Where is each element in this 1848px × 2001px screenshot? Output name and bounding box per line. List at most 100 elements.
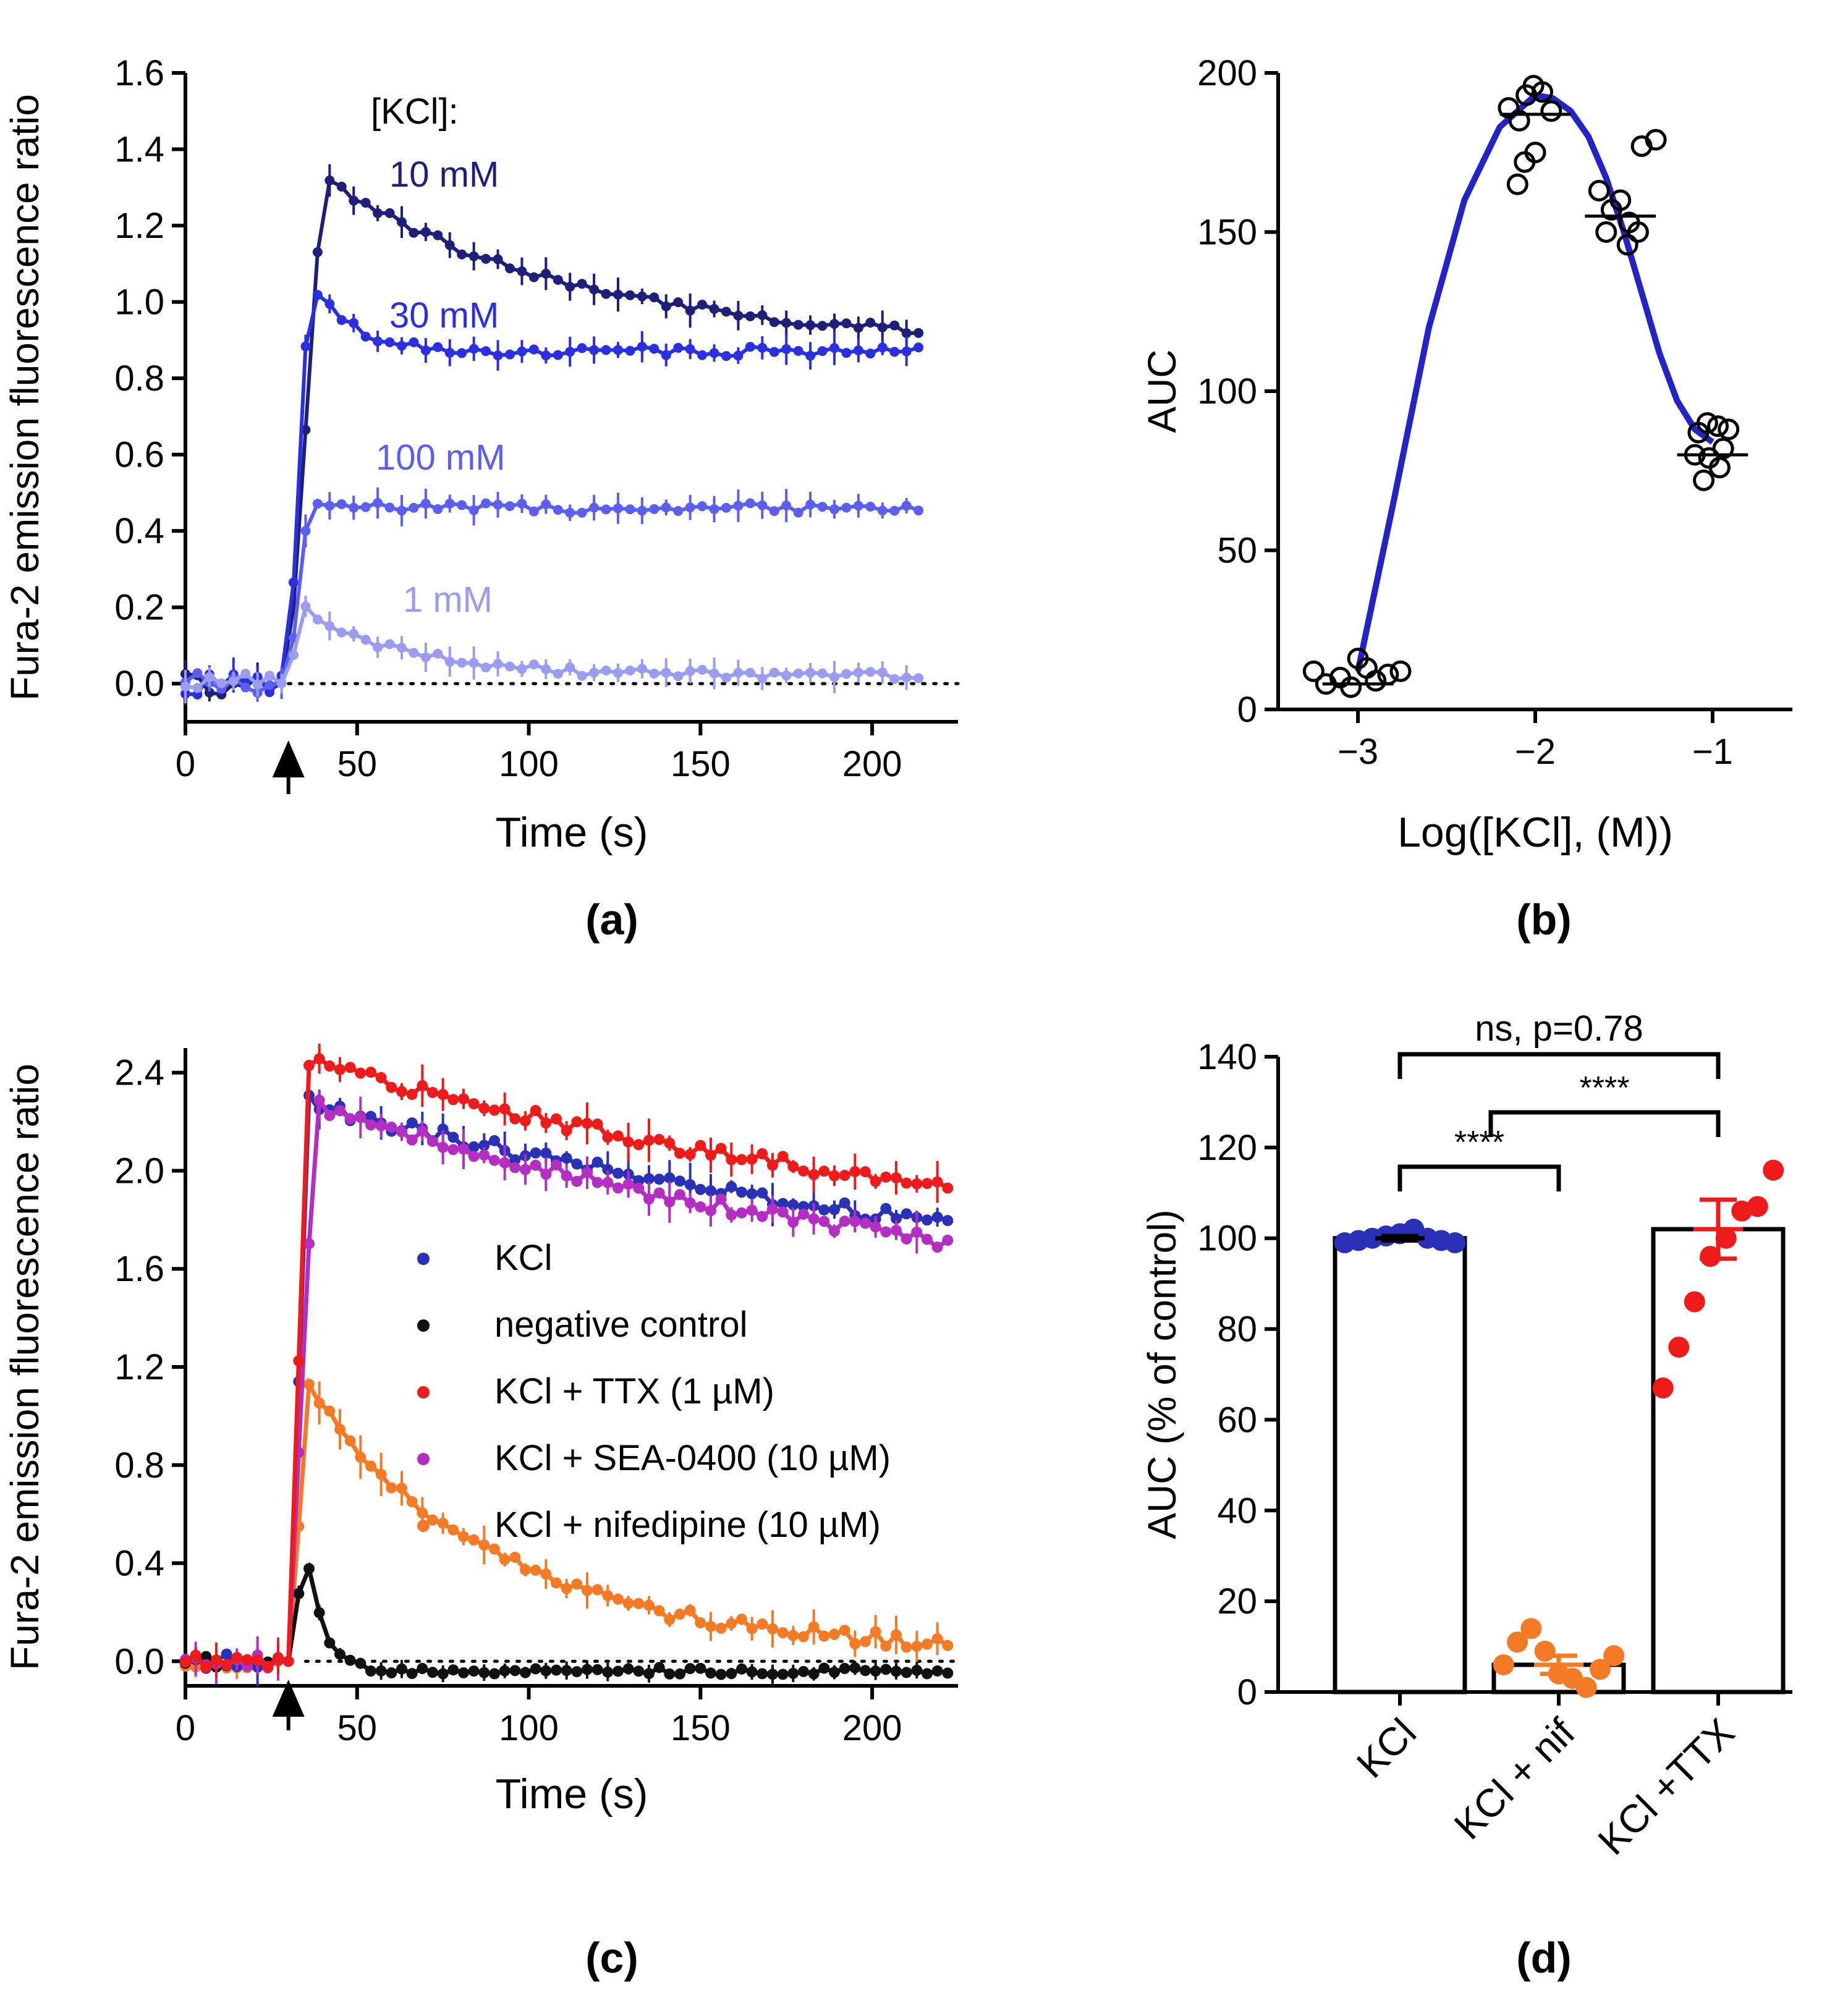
y-tick-label: 150	[1197, 213, 1257, 253]
data-point	[396, 1663, 407, 1675]
data-point	[577, 671, 587, 681]
data-point	[757, 500, 768, 510]
data-point	[931, 1665, 943, 1677]
data-point	[481, 346, 491, 357]
data-point	[324, 1637, 336, 1649]
data-point	[911, 1664, 923, 1676]
data-point	[622, 1136, 634, 1148]
data-point	[551, 1113, 562, 1125]
kcl-annotation-title: [KCl]:	[371, 91, 459, 132]
data-point	[313, 1053, 325, 1065]
bar-group: KCl	[1333, 1219, 1467, 1787]
data-point	[633, 1139, 645, 1151]
data-point	[520, 1564, 531, 1576]
y-tick-label: 100	[1197, 371, 1257, 412]
data-point	[839, 1625, 850, 1636]
group--1.52	[1585, 129, 1667, 256]
panel-b: 0 50 100 150 200 −3 −2 −1 Log([KCl], (M)) AUC (b)	[1140, 53, 1792, 944]
data-point	[591, 1119, 603, 1130]
data-point	[891, 1224, 902, 1236]
data-point	[622, 1663, 634, 1675]
data-point	[787, 1630, 799, 1641]
y-tick-label: 60	[1217, 1400, 1257, 1440]
data-point	[877, 667, 888, 678]
data-point	[612, 1130, 624, 1142]
legend-label: KCl + SEA-0400 (10 µM)	[494, 1438, 891, 1478]
data-point	[591, 1584, 603, 1596]
group--2	[1498, 75, 1571, 195]
data-point	[396, 1483, 407, 1494]
legend: KCl negative control KCl + TTX (1 µM) KCl +…	[417, 1238, 891, 1545]
data-point	[457, 500, 467, 510]
x-tick-label: 150	[671, 1708, 731, 1748]
data-point	[375, 1468, 387, 1480]
data-point	[891, 1665, 902, 1677]
data-point	[589, 345, 600, 355]
category-label: KCl	[1348, 1710, 1425, 1787]
y-tick-label: 120	[1197, 1128, 1257, 1168]
data-point	[685, 344, 695, 354]
data-point	[674, 1609, 685, 1620]
data-point	[420, 499, 431, 509]
x-tick-label: −3	[1337, 732, 1378, 772]
data-point	[769, 347, 779, 357]
data-point	[1507, 1631, 1528, 1653]
data-point	[757, 1187, 768, 1199]
data-point	[673, 671, 684, 682]
data-point	[625, 345, 635, 356]
data-point	[493, 499, 503, 510]
data-point	[396, 1126, 407, 1138]
data-point	[798, 1165, 809, 1177]
x-tick-label: 0	[176, 1708, 195, 1748]
panel-caption: (a)	[585, 895, 638, 944]
data-point	[582, 1584, 593, 1596]
legend-marker	[417, 1453, 430, 1465]
data-point	[818, 1165, 830, 1177]
data-point	[1668, 1336, 1690, 1358]
data-point	[433, 504, 443, 514]
data-point	[216, 678, 227, 688]
data-point	[265, 687, 275, 698]
significance-label: ****	[1454, 1125, 1504, 1161]
series-30-mM	[180, 290, 924, 705]
data-point	[365, 1119, 376, 1131]
data-point	[901, 501, 912, 511]
data-point	[334, 1648, 345, 1660]
data-point	[517, 664, 527, 674]
data-point	[240, 669, 251, 679]
data-point	[767, 1203, 778, 1215]
data-point	[375, 1665, 387, 1677]
data-point	[409, 648, 419, 658]
data-point	[643, 1668, 655, 1680]
data-point	[530, 1105, 541, 1117]
data-point	[865, 349, 876, 359]
data-point	[541, 499, 551, 510]
data-point	[931, 1211, 943, 1223]
data-point	[571, 1666, 583, 1678]
y-tick-label: 50	[1217, 531, 1257, 571]
data-point	[365, 1110, 376, 1122]
data-point	[695, 1183, 706, 1195]
fit-curve	[1355, 92, 1714, 672]
data-point	[913, 328, 924, 338]
data-point	[499, 1103, 511, 1115]
data-point	[769, 667, 779, 678]
data-point	[601, 665, 611, 675]
data-point	[468, 1141, 480, 1153]
data-point	[860, 1636, 871, 1648]
panel-c: 0.0 0.4 0.8 1.2 1.6 2.0 2.4 0 50 100 150 200 KCl nega…	[2, 1044, 960, 1982]
data-point	[433, 342, 443, 352]
data-point	[818, 1216, 830, 1227]
y-tick-label: 2.4	[114, 1053, 164, 1093]
data-point	[582, 1664, 593, 1675]
data-point	[757, 1211, 768, 1222]
data-point	[637, 664, 647, 674]
data-point	[468, 1665, 480, 1677]
data-point	[601, 504, 611, 515]
x-tick-label: −2	[1515, 732, 1556, 772]
data-point	[528, 344, 539, 355]
data-point	[458, 1143, 469, 1155]
data-point	[805, 350, 816, 361]
data-point	[293, 1355, 305, 1367]
data-point	[746, 1153, 758, 1165]
